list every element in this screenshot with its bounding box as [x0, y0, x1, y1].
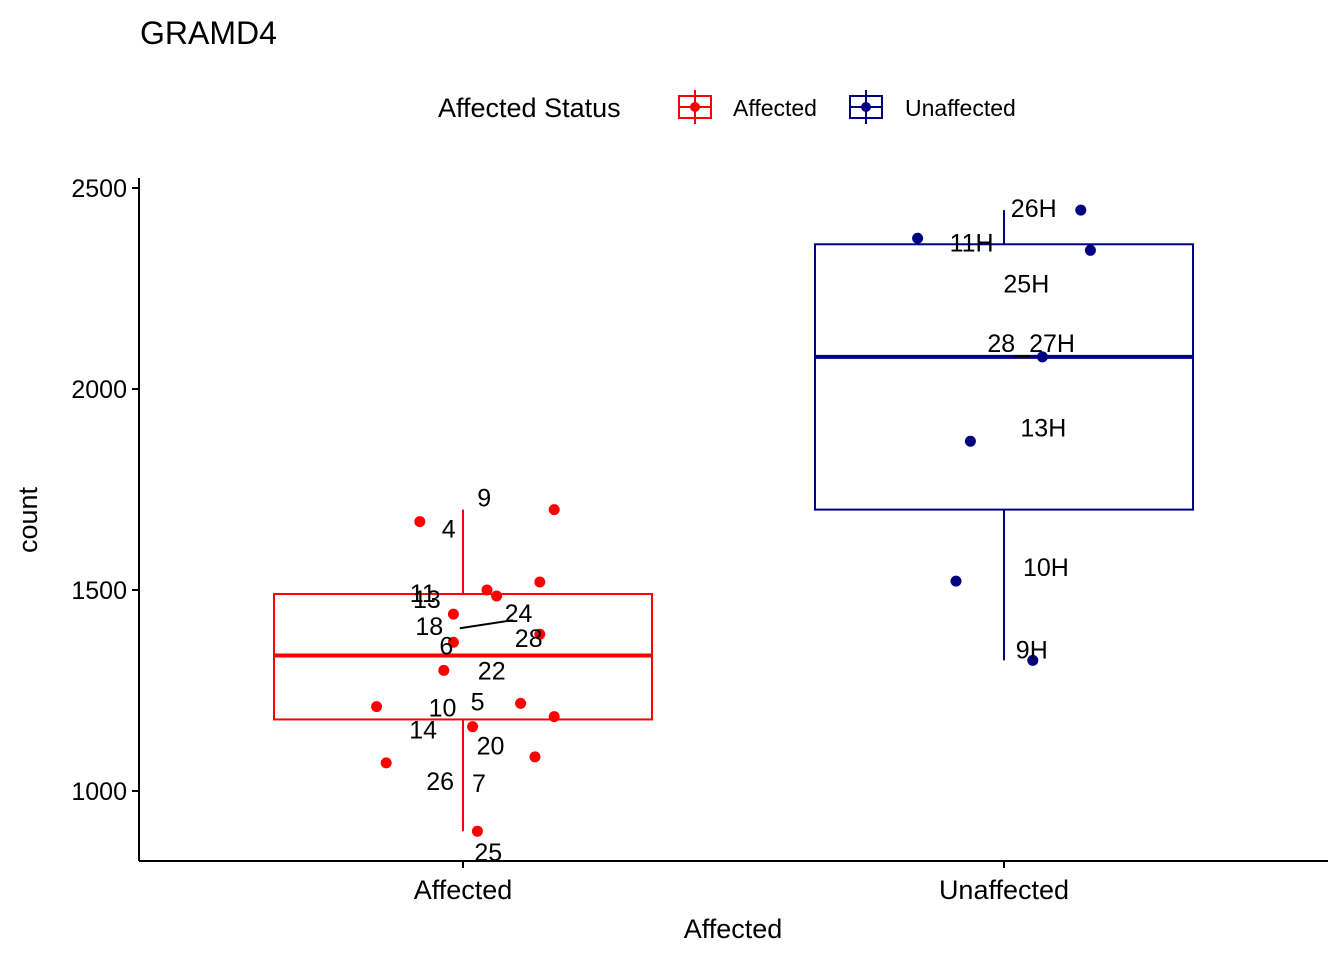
data-label: 4	[442, 516, 456, 544]
data-point	[414, 516, 426, 528]
boxplot-group-unaffected: 26H 11H 25H 28_27H 13H 10H 9H	[814, 195, 1194, 666]
data-label: 28_27H	[987, 330, 1075, 358]
data-point	[371, 701, 383, 713]
legend-title: Affected Status	[438, 93, 621, 123]
data-point	[515, 697, 527, 709]
data-point	[380, 757, 392, 769]
data-point	[534, 576, 546, 588]
data-label: 20	[477, 733, 505, 761]
data-point	[1036, 351, 1048, 363]
axes: 1000 1500 2000 2500 Affected Unaffected	[71, 175, 1328, 905]
y-tick-label: 2000	[71, 376, 127, 404]
data-point	[447, 608, 459, 620]
data-point	[534, 628, 546, 640]
box	[814, 243, 1194, 511]
legend-label-unaffected: Unaffected	[905, 95, 1016, 121]
data-point	[491, 590, 503, 602]
legend-key-affected	[678, 90, 712, 124]
x-tick-label: Affected	[414, 875, 513, 905]
data-point	[447, 636, 459, 648]
data-label: 24	[505, 600, 533, 628]
y-tick-label: 2500	[71, 175, 127, 203]
data-point	[548, 504, 560, 516]
data-label: 10	[429, 695, 457, 723]
legend-label-affected: Affected	[733, 95, 817, 121]
data-label: 26H	[1011, 195, 1057, 223]
data-label: 13	[413, 586, 441, 614]
data-point	[548, 711, 560, 723]
y-tick-label: 1000	[71, 778, 127, 806]
x-axis-title: Affected	[684, 914, 783, 944]
data-label: 11H	[950, 229, 994, 257]
y-tick-label: 1500	[71, 577, 127, 605]
data-point	[481, 584, 493, 596]
data-label: 25H	[1003, 270, 1049, 298]
legend: Affected Status Affected Unaffected	[438, 90, 1016, 124]
x-tick-label: Unaffected	[939, 875, 1069, 905]
data-point	[950, 575, 962, 587]
data-label: 9H	[1016, 636, 1048, 664]
data-label: 7	[472, 770, 486, 798]
data-label: 25	[474, 839, 502, 867]
data-point	[529, 751, 541, 763]
data-point	[964, 435, 976, 447]
data-point	[1084, 244, 1096, 256]
data-label: 22	[478, 657, 506, 685]
y-axis-title: count	[13, 486, 43, 553]
data-label: 14	[409, 717, 437, 745]
label-leader-line	[459, 619, 513, 630]
data-label: 5	[471, 688, 485, 716]
legend-key-unaffected	[849, 90, 883, 124]
data-label: 6	[439, 632, 453, 660]
data-label: 9	[477, 485, 491, 513]
data-label: 28	[515, 625, 543, 653]
data-label: 26	[426, 768, 454, 796]
data-label: 18	[415, 613, 443, 641]
data-label: 11	[410, 580, 436, 608]
data-point	[467, 721, 479, 733]
data-point	[912, 232, 924, 244]
data-point	[1027, 654, 1039, 666]
data-label: 10H	[1023, 554, 1069, 582]
data-label: 13H	[1020, 414, 1066, 442]
chart-title: GRAMD4	[140, 15, 277, 51]
data-point	[471, 825, 483, 837]
data-point	[1075, 204, 1087, 216]
data-point	[438, 664, 450, 676]
